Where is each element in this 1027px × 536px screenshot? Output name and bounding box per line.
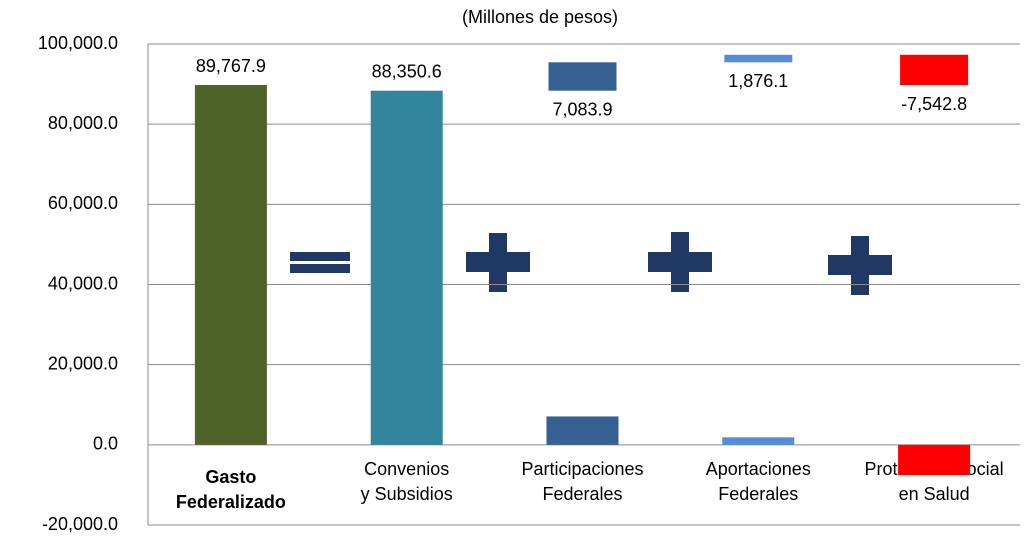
plus-sign xyxy=(851,236,869,295)
x-tick-label: y Subsidios xyxy=(361,484,453,504)
value-label: 1,876.1 xyxy=(728,71,788,91)
x-tick-label: Federales xyxy=(542,484,622,504)
plus-sign xyxy=(489,233,507,292)
waterfall-segment xyxy=(724,54,793,63)
y-tick-label: 80,000.0 xyxy=(48,113,118,133)
y-tick-label: 60,000.0 xyxy=(48,193,118,213)
x-tick-label: Participaciones xyxy=(521,459,643,479)
value-label: -7,542.8 xyxy=(901,94,967,114)
y-tick-label: 100,000.0 xyxy=(38,33,118,53)
value-label: 7,083.9 xyxy=(552,99,612,119)
bar xyxy=(898,444,971,476)
bar xyxy=(546,416,619,445)
x-tick-label: Aportaciones xyxy=(706,459,811,479)
plus-sign xyxy=(671,232,689,292)
y-tick-label: 0.0 xyxy=(93,434,118,454)
y-tick-label: -20,000.0 xyxy=(42,514,118,534)
chart-subtitle: (Millones de pesos) xyxy=(462,7,618,27)
value-label: 88,350.6 xyxy=(372,61,442,81)
operators xyxy=(290,232,892,295)
equals-sign xyxy=(290,252,350,261)
x-tick-label: Convenios xyxy=(364,459,449,479)
waterfall-segment xyxy=(548,62,617,91)
x-tick-label: Gasto xyxy=(205,467,256,487)
waterfall-segment xyxy=(900,54,969,86)
y-tick-label: 40,000.0 xyxy=(48,273,118,293)
x-tick-label: Federalizado xyxy=(176,492,286,512)
bar xyxy=(194,85,267,445)
x-tick-label: Federales xyxy=(718,484,798,504)
x-tick-label: en Salud xyxy=(899,484,970,504)
y-tick-label: 20,000.0 xyxy=(48,353,118,373)
value-label: 89,767.9 xyxy=(196,56,266,76)
bar xyxy=(370,90,443,445)
equals-sign xyxy=(290,264,350,273)
bar xyxy=(722,437,795,445)
